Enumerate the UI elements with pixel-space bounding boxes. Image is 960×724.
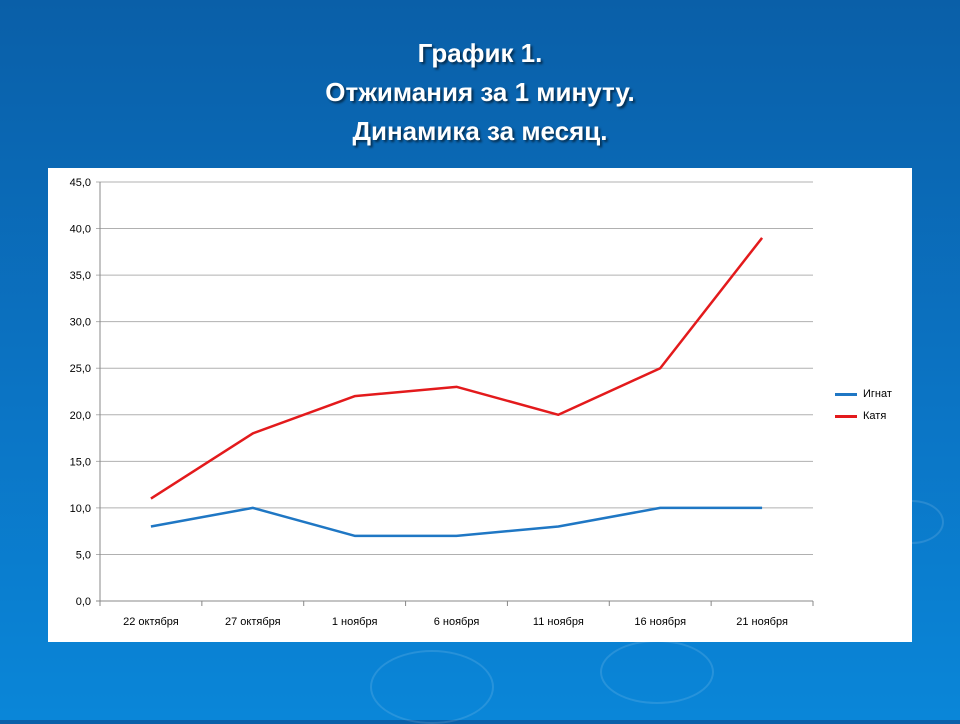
- x-tick-label: 1 ноября: [332, 616, 378, 628]
- legend-item: Игнат: [835, 383, 892, 405]
- y-tick-label: 30,0: [70, 317, 91, 329]
- y-tick-label: 40,0: [70, 224, 91, 236]
- title-line: Отжимания за 1 минуту.: [0, 73, 960, 112]
- legend-swatch: [835, 415, 857, 418]
- y-tick-label: 15,0: [70, 456, 91, 468]
- title-line: График 1.: [0, 34, 960, 73]
- title-line: Динамика за месяц.: [0, 112, 960, 151]
- y-tick-label: 5,0: [76, 549, 91, 561]
- y-tick-label: 0,0: [76, 596, 91, 608]
- y-tick-label: 20,0: [70, 410, 91, 422]
- x-tick-label: 16 ноября: [634, 616, 686, 628]
- x-tick-label: 27 октября: [225, 616, 281, 628]
- chart-area: 0,0 5,0 10,0 15,0 20,0 25,0 30,0 35,0 40,0 45,0 22…: [48, 168, 912, 642]
- y-tick-label: 10,0: [70, 503, 91, 515]
- x-tick-label: 6 ноября: [434, 616, 480, 628]
- plot-svg: 0,0 5,0 10,0 15,0 20,0 25,0 30,0 35,0 40,0 45,0 22…: [48, 168, 912, 642]
- legend-label: Катя: [863, 410, 886, 422]
- x-tick-label: 11 ноября: [533, 616, 584, 628]
- y-tick-label: 35,0: [70, 270, 91, 282]
- ripple-decoration: [600, 640, 714, 704]
- ripple-decoration: [370, 650, 494, 724]
- x-tick-label: 22 октября: [123, 616, 179, 628]
- series-line-Игнат: [151, 508, 762, 536]
- x-tick-label: 21 ноября: [736, 616, 788, 628]
- y-tick-label: 45,0: [70, 177, 91, 189]
- legend: Игнат Катя: [835, 383, 892, 427]
- legend-label: Игнат: [863, 388, 892, 400]
- chart-title: График 1. Отжимания за 1 минуту. Динамик…: [0, 34, 960, 151]
- legend-item: Катя: [835, 405, 892, 427]
- y-tick-label: 25,0: [70, 363, 91, 375]
- legend-swatch: [835, 393, 857, 396]
